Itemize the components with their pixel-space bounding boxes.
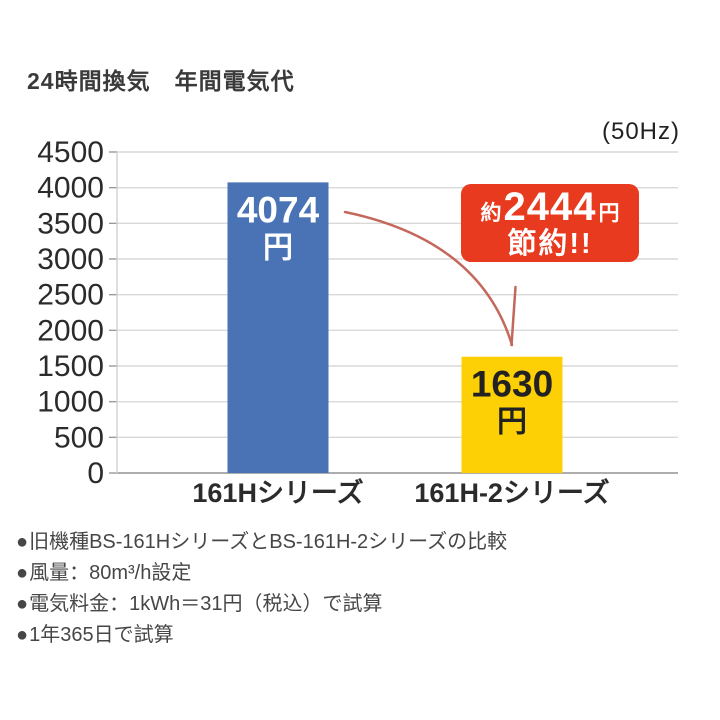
footnote-item: ●風量：80m³/h設定 — [16, 562, 192, 584]
bullet-icon: ● — [16, 562, 29, 584]
footnotes: ●旧機種BS-161HシリーズとBS-161H-2シリーズの比較 ●風量：80m… — [16, 527, 706, 651]
footnote-item: ●1年365日で試算 — [16, 624, 174, 646]
bullet-icon: ● — [16, 593, 29, 615]
savings-badge: 約 2444 円 節約!! — [461, 184, 639, 262]
bar — [227, 182, 329, 473]
bar-layer — [227, 182, 563, 473]
bar-value-label: 4074 — [237, 189, 320, 230]
y-axis-tick-label: 1500 — [37, 350, 104, 383]
y-axis-tick-label: 3000 — [37, 243, 104, 276]
y-axis-tick-label: 1000 — [37, 386, 104, 419]
y-axis-tick-label: 3500 — [37, 207, 104, 240]
x-axis-category-label: 161H-2シリーズ — [414, 477, 609, 508]
page-title: 24時間換気 年間電気代 — [27, 68, 295, 94]
y-axis-tick-label: 500 — [54, 421, 104, 454]
bullet-icon: ● — [16, 624, 29, 646]
savings-badge-line1: 約 2444 円 — [481, 187, 620, 227]
bar-value-unit-label: 円 — [497, 406, 527, 439]
savings-prefix: 約 — [480, 202, 502, 225]
bar-value-unit-label: 円 — [263, 231, 293, 264]
frequency-label: (50Hz) — [601, 118, 680, 145]
y-axis-tick-label: 0 — [87, 457, 104, 490]
y-axis-tick-label: 4000 — [37, 172, 104, 205]
bullet-icon: ● — [16, 531, 29, 553]
savings-badge-line2: 節約!! — [507, 228, 593, 260]
x-axis-category-label: 161Hシリーズ — [192, 477, 363, 508]
savings-arrow — [343, 210, 517, 347]
y-axis-tick-label: 2500 — [37, 279, 104, 312]
savings-unit: 円 — [598, 202, 620, 225]
y-axis-tick-label: 2000 — [37, 314, 104, 347]
footnote-item: ●旧機種BS-161HシリーズとBS-161H-2シリーズの比較 — [16, 531, 508, 553]
savings-amount: 2444 — [503, 185, 597, 229]
footnote-item: ●電気料金：1kWh＝31円（税込）で試算 — [16, 593, 383, 615]
bar-value-label: 1630 — [471, 364, 553, 405]
y-axis-tick-label: 4500 — [37, 136, 104, 169]
bar — [461, 356, 563, 473]
